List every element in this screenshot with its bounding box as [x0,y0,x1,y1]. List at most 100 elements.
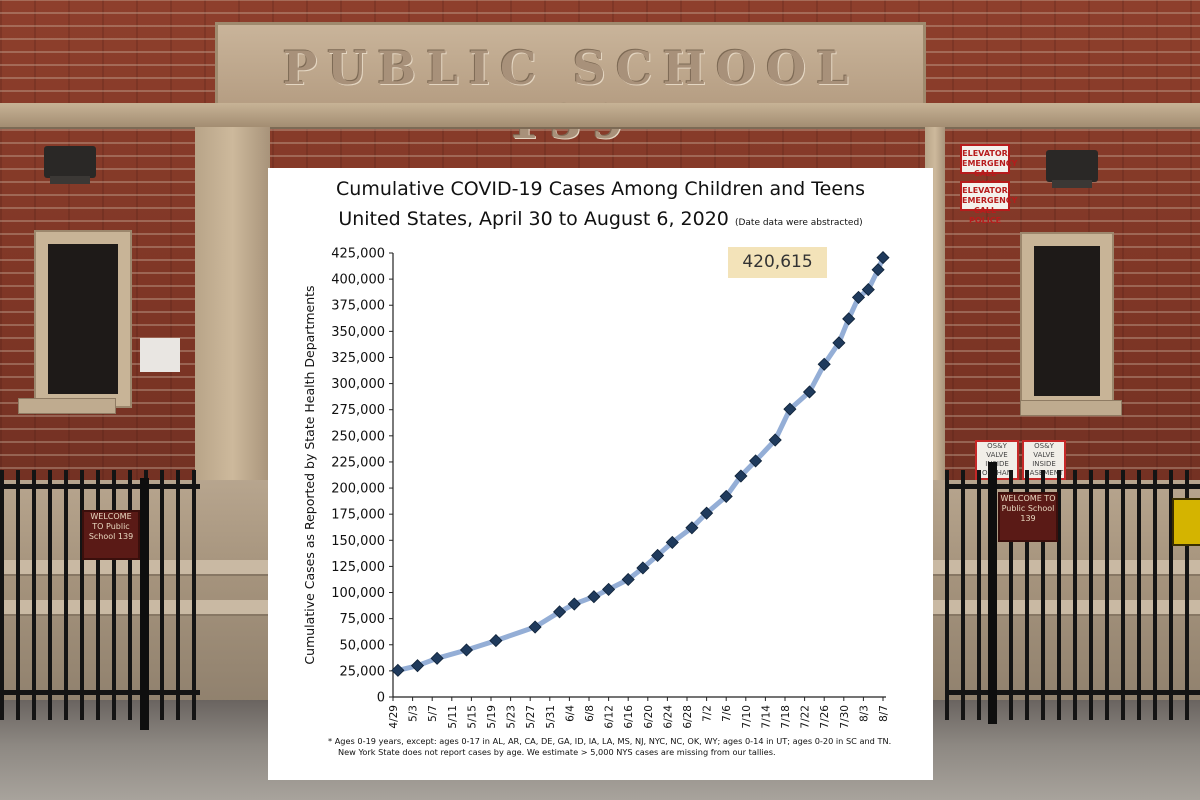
data-point-marker [459,643,474,657]
stone-column-left [195,127,270,487]
x-tick-label: 6/20 [643,705,655,729]
x-tick-label: 7/18 [780,705,792,729]
y-tick-label: 200,000 [331,482,385,497]
welcome-plaque-left: WELCOME TO Public School 139 [82,510,140,560]
y-tick-label: 225,000 [331,455,385,470]
x-tick-label: 5/7 [427,705,439,722]
x-tick-label: 6/28 [682,705,694,729]
data-point-marker [734,469,748,483]
fence-rail-left-bottom [0,690,200,695]
x-tick-label: 7/2 [702,705,714,722]
y-tick-label: 150,000 [331,534,385,549]
chart-title-line2: United States, April 30 to August 6, 202… [338,208,729,230]
x-tick-label: 7/10 [741,705,753,729]
y-axis-label: Cumulative Cases as Reported by State He… [302,285,317,664]
window-right [1022,234,1112,408]
x-tick-label: 5/19 [486,705,498,729]
y-tick-label: 300,000 [331,377,385,392]
school-name-sign: PUBLIC SCHOOL 139 [215,22,926,149]
x-tick-label: 5/15 [466,705,478,729]
data-point-marker [871,263,885,277]
data-point-marker [391,663,405,677]
chart-title-line2-wrap: United States, April 30 to August 6, 202… [268,208,933,230]
data-point-marker [719,489,733,503]
x-tick-label: 8/3 [858,705,870,722]
y-tick-label: 425,000 [331,247,385,262]
wall-lamp-right [1046,150,1098,188]
school-name-text: PUBLIC SCHOOL 139 [282,41,859,149]
y-axis-ticks: 0 25,000 50,000 75,000 100,000 125,000 150,000… [331,247,393,706]
y-tick-label: 50,000 [340,638,386,653]
welcome-plaque-right: WELCOME TO Public School 139 [998,492,1058,542]
x-axis-ticks: 4/29 5/3 5/7 5/11 5/15 5/19 5/23 5/27 5/31 6/4 6/8… [388,697,890,729]
series-line [395,255,886,673]
data-markers [391,251,890,677]
elevator-sign-2: ELEVATOR EMERGENCY CALL POLICE [960,181,1017,225]
y-tick-label: 275,000 [331,403,385,418]
data-point-marker [700,506,714,520]
y-tick-label: 0 [377,691,385,706]
data-point-marker [802,385,817,399]
data-point-marker [876,251,890,265]
wall-panel [140,338,180,372]
data-point-marker [602,582,616,596]
x-tick-label: 6/16 [623,705,635,729]
data-point-marker [768,433,782,447]
yellow-notice-sign [1172,498,1200,546]
window-sill-left [18,398,116,414]
y-tick-label: 400,000 [331,273,385,288]
chart-title-line1: Cumulative COVID-19 Cases Among Children… [336,178,865,200]
y-tick-label: 375,000 [331,299,385,314]
y-tick-label: 75,000 [340,612,386,627]
x-tick-label: 5/23 [506,705,518,729]
window-sill-right [1020,400,1122,416]
iron-fence-right [945,470,1200,720]
x-tick-label: 7/26 [819,705,831,729]
x-tick-label: 7/6 [721,705,733,722]
x-tick-label: 5/27 [525,705,537,729]
data-point-marker [636,561,650,575]
data-point-marker [621,572,635,587]
fence-rail-right-top [945,484,1200,489]
fence-post-left [140,478,149,730]
x-tick-label: 6/12 [604,705,616,729]
line-chart: 0 25,000 50,000 75,000 100,000 125,000 150,000… [302,247,890,729]
data-point-marker [861,282,875,297]
data-point-marker [567,597,581,611]
data-point-marker [685,521,699,535]
y-tick-label: 100,000 [331,586,385,601]
window-left [36,232,130,406]
x-tick-label: 6/4 [564,705,576,722]
y-tick-label: 350,000 [331,325,385,340]
x-tick-label: 5/11 [447,705,459,729]
y-tick-label: 125,000 [331,560,385,575]
fence-rail-right-bottom [945,690,1200,695]
x-tick-label: 8/7 [878,705,890,722]
y-tick-label: 250,000 [331,429,385,444]
stone-ledge [0,103,1200,129]
data-point-marker [783,402,797,416]
fence-post-right [988,462,997,724]
data-point-marker [842,312,856,326]
data-point-marker [817,357,831,371]
data-point-marker [410,659,425,673]
elevator-sign-1: ELEVATOR EMERGENCY CALL POLICE [960,144,1017,188]
x-tick-label: 6/24 [662,705,674,729]
y-tick-label: 175,000 [331,508,385,523]
y-tick-label: 25,000 [340,664,386,679]
x-tick-label: 5/31 [545,705,557,729]
wall-lamp-left [44,146,96,184]
data-point-marker [749,454,763,468]
data-point-marker [489,634,503,648]
x-tick-label: 6/8 [584,705,596,722]
data-point-marker [430,651,444,665]
chart-card: 0 25,000 50,000 75,000 100,000 125,000 150,000… [268,168,933,780]
footnote-line1: * Ages 0-19 years, except: ages 0-17 in … [328,736,892,746]
chart-title-note: (Date data were abstracted) [734,218,863,228]
data-point-marker [528,620,542,634]
data-point-marker [851,290,866,304]
data-point-marker [587,590,601,604]
chart-axes [392,253,886,698]
x-tick-label: 7/22 [800,705,812,729]
footnote-line2: New York State does not report cases by … [338,747,776,757]
